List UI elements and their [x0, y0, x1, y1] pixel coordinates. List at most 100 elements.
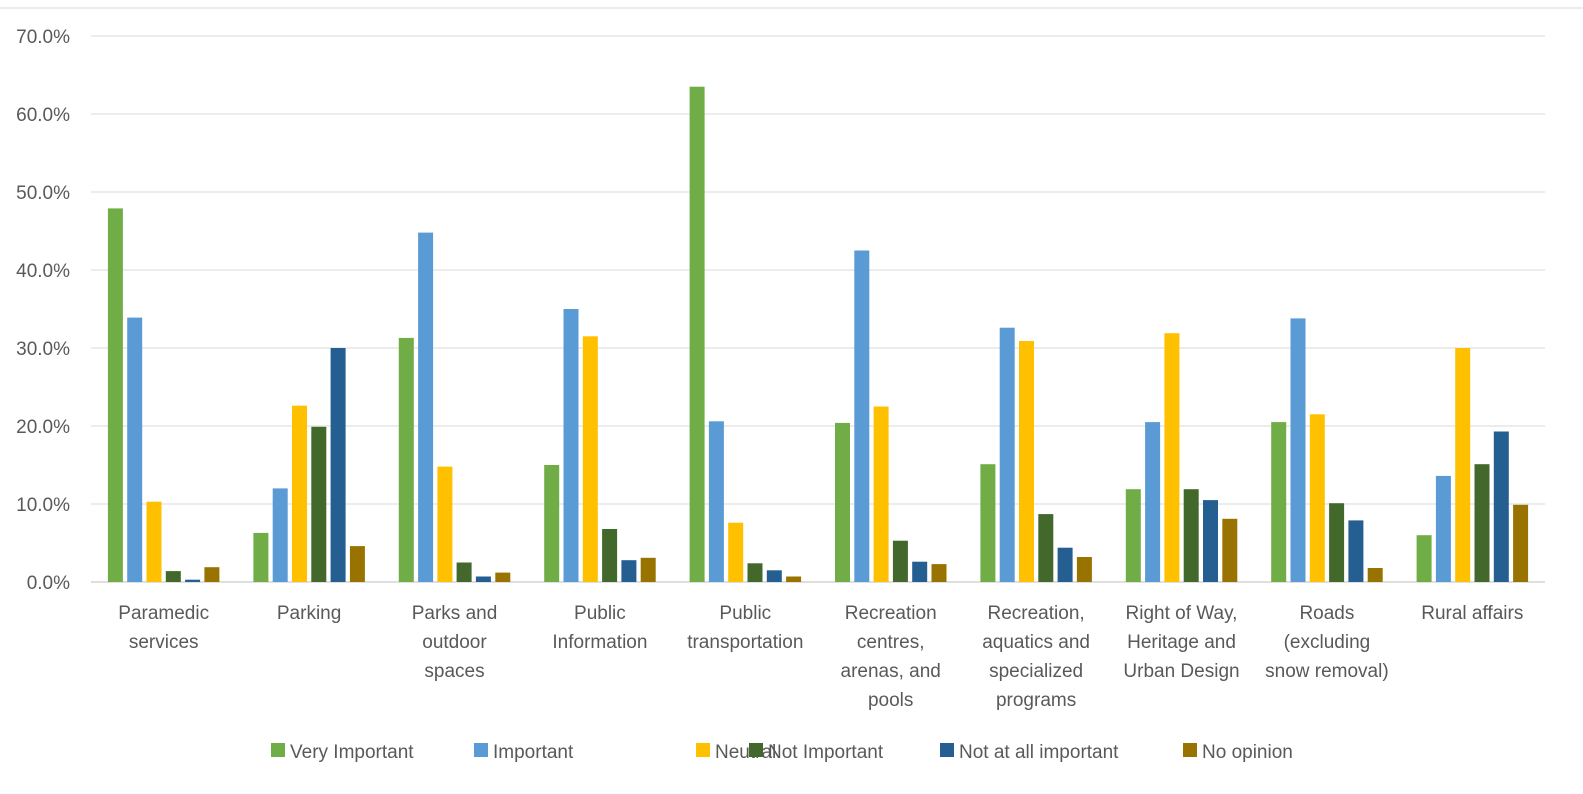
bar: [1309, 414, 1325, 582]
bar: [1271, 422, 1287, 582]
bar: [146, 501, 162, 582]
legend-label: Not at all important: [959, 742, 1119, 763]
x-category-label-line: services: [129, 632, 199, 653]
x-category-label-line: transportation: [687, 632, 803, 653]
bar: [873, 406, 889, 582]
bar: [582, 336, 598, 582]
x-category-label: Right of Way, Heritage and Urban Design: [1123, 603, 1239, 682]
x-category-label-line: specialized: [989, 661, 1083, 682]
x-category-label-line: Recreation,: [988, 603, 1085, 624]
bar: [1513, 504, 1529, 582]
bar: [1222, 518, 1238, 582]
bar: [708, 421, 724, 582]
bar: [980, 464, 996, 582]
x-category-label-line: pools: [868, 690, 913, 711]
bar: [835, 422, 850, 582]
bar: [1183, 489, 1199, 582]
x-category-label-line: programs: [996, 690, 1076, 711]
y-tick-label: 70.0%: [16, 27, 70, 48]
bar: [728, 522, 744, 582]
x-category-label-line: Paramedic: [118, 603, 209, 624]
bar: [165, 571, 181, 582]
bar: [1416, 535, 1432, 582]
bar: [563, 309, 579, 582]
x-category-label-line: arenas, and: [841, 661, 941, 682]
bar: [621, 560, 637, 582]
gridlines: [91, 35, 1545, 583]
y-tick-label: 60.0%: [16, 105, 70, 126]
bar: [1057, 547, 1073, 582]
y-tick-label: 40.0%: [16, 261, 70, 282]
bar: [292, 405, 307, 582]
legend-label: Important: [493, 742, 574, 763]
bar: [272, 488, 288, 582]
x-category-label: Rural affairs: [1421, 603, 1523, 624]
bar: [602, 529, 618, 582]
x-category-label: Public Information: [552, 603, 647, 653]
bar: [398, 337, 414, 582]
bar: [1367, 568, 1383, 582]
bar: [1203, 500, 1218, 582]
x-category-label: Recreation, aquatics and specialized progra…: [982, 603, 1090, 711]
y-tick-label: 50.0%: [16, 183, 70, 204]
legend-label: No opinion: [1202, 742, 1293, 763]
bar: [786, 576, 802, 582]
bar: [1164, 333, 1180, 582]
x-axis: Paramedic services Parking Parks and outdoor…: [118, 603, 1523, 711]
x-category-label: Parks and outdoor spaces: [412, 603, 498, 682]
y-tick-label: 0.0%: [27, 573, 70, 594]
x-category-label-line: Right of Way,: [1126, 603, 1238, 624]
bar: [1019, 341, 1034, 582]
legend-label: Not Important: [768, 742, 884, 763]
bar: [747, 563, 763, 582]
y-tick-label: 20.0%: [16, 417, 70, 438]
x-category-label-line: Information: [552, 632, 647, 653]
bar: [931, 564, 947, 582]
bar: [766, 570, 782, 582]
x-category-label-line: Parking: [277, 603, 341, 624]
legend-label: Very Important: [290, 742, 414, 763]
bar: [854, 250, 870, 582]
x-category-label-line: Heritage and: [1127, 632, 1236, 653]
x-category-label: Roads (excluding snow removal): [1265, 603, 1389, 682]
bar: [999, 327, 1015, 582]
bar: [475, 576, 491, 582]
bar: [1125, 489, 1141, 582]
legend-swatch: [271, 743, 285, 757]
bar: [456, 562, 472, 582]
bar: [349, 546, 365, 582]
legend-swatch: [940, 743, 954, 757]
x-category-label-line: snow removal): [1265, 661, 1389, 682]
x-category-label-line: Rural affairs: [1421, 603, 1523, 624]
bar: [1493, 431, 1509, 582]
bar: [204, 567, 220, 582]
y-tick-label: 30.0%: [16, 339, 70, 360]
x-category-label-line: Parks and: [412, 603, 498, 624]
x-category-label: Parking: [277, 603, 341, 624]
bar: [544, 465, 560, 582]
bar: [418, 232, 434, 582]
bar: [1038, 514, 1054, 582]
bars: [107, 86, 1529, 582]
bar: [107, 208, 123, 582]
y-tick-label: 10.0%: [16, 495, 70, 516]
legend-swatch: [696, 743, 710, 757]
x-category-label-line: Urban Design: [1123, 661, 1239, 682]
legend-swatch: [474, 743, 488, 757]
x-category-label: Public transportation: [687, 603, 803, 653]
bar: [912, 561, 928, 582]
x-category-label-line: centres,: [857, 632, 925, 653]
legend-swatch: [1183, 743, 1197, 757]
bar: [1474, 464, 1490, 582]
legend-swatch: [749, 743, 763, 757]
x-category-label-line: Public: [574, 603, 626, 624]
x-category-label: Paramedic services: [118, 603, 209, 653]
bar: [311, 426, 327, 582]
bar: [253, 532, 269, 582]
bar: [640, 557, 656, 582]
bar: [1329, 503, 1345, 582]
x-category-label-line: Recreation: [845, 603, 937, 624]
